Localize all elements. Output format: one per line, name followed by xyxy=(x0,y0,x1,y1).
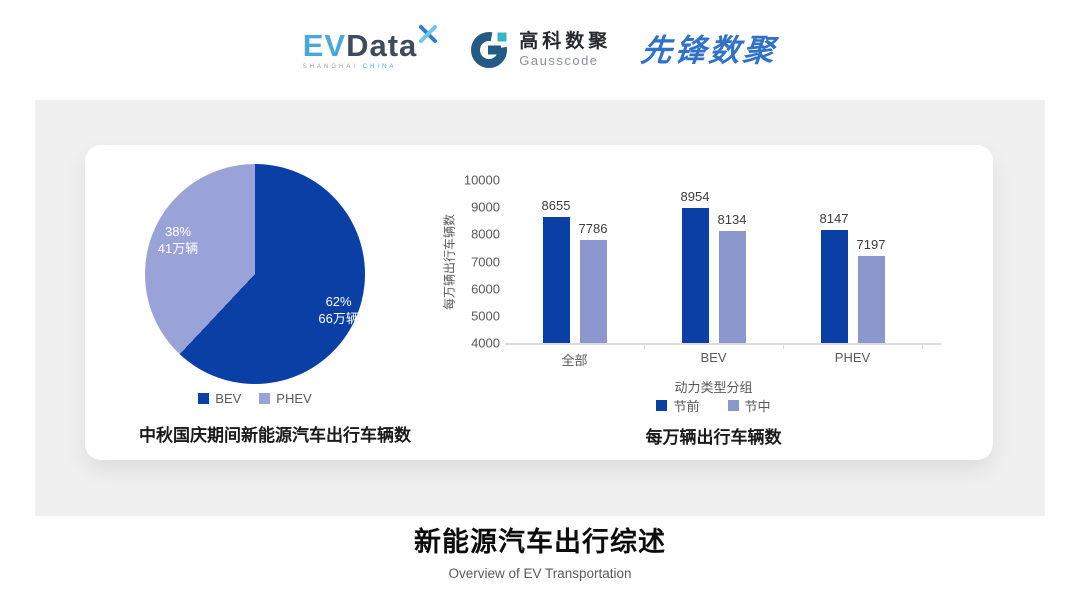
bar-plot-area: 8655 7786 8954 8134 8147 7197 xyxy=(505,180,941,349)
charts-card: 62% 66万辆 38% 41万辆 BEV PHEV 中秋国庆期间新能源汽车出行车辆数 … xyxy=(85,145,993,460)
y-tick-label: 4000 xyxy=(471,335,500,351)
pie-slice-value: 66万辆 xyxy=(318,311,359,327)
logo-bar: EV Data SHANGHAI CHINA 高科数聚 Gausscode xyxy=(0,0,1080,100)
pie-slice-label-phev: 38% 41万辆 xyxy=(158,224,198,258)
x-category-label: BEV xyxy=(700,350,727,365)
gausscode-en-text: Gausscode xyxy=(519,53,599,69)
evdata-logo: EV Data SHANGHAI CHINA xyxy=(302,25,439,70)
legend-label: 节前 xyxy=(673,399,700,414)
bar-value-label: 8954 xyxy=(680,189,710,205)
y-tick-label: 9000 xyxy=(471,199,500,215)
bar-PHEV-节前: 8147 xyxy=(820,211,848,343)
pie-slice-value: 41万辆 xyxy=(157,241,199,256)
bar-value-label: 8147 xyxy=(819,211,849,227)
evdata-x-icon xyxy=(419,25,438,43)
x-axis-tick xyxy=(922,345,923,349)
bar-group-BEV: 8954 8134 xyxy=(644,180,783,343)
pie-chart-title: 中秋国庆期间新能源汽车出行车辆数 xyxy=(139,426,411,445)
legend-swatch xyxy=(656,400,668,411)
pie-chart: 62% 66万辆 38% 41万辆 BEV PHEV 中秋国庆期间新能源汽车出行车辆数 xyxy=(85,145,465,460)
y-tick-label: 7000 xyxy=(471,254,500,269)
bar-legend: 节前 节中 xyxy=(505,396,922,415)
pioneer-logo: 先锋数聚 xyxy=(639,32,780,68)
legend-item: PHEV xyxy=(259,391,312,406)
bar-全部-节中: 7786 xyxy=(579,221,607,343)
evdata-subtext: SHANGHAI CHINA xyxy=(303,64,439,70)
bar-groups: 8655 7786 8954 8134 8147 7197 xyxy=(505,180,922,343)
bar-BEV-节中: 8134 xyxy=(718,212,746,343)
bar-PHEV-节中: 7197 xyxy=(857,237,885,343)
gausscode-text: 高科数聚 Gausscode xyxy=(519,31,611,68)
evdata-wordmark: EV Data xyxy=(302,25,439,63)
pie-slice-percent: 38% xyxy=(164,224,192,240)
bar-chart-title: 每万辆出行车辆数 xyxy=(645,428,782,447)
pie-legend: BEV PHEV xyxy=(85,391,425,406)
evdata-ev-text: EV xyxy=(302,28,347,63)
y-tick-label: 10000 xyxy=(463,172,500,188)
x-categories: 全部 BEV PHEV xyxy=(505,350,922,369)
legend-item: 节中 xyxy=(727,396,771,415)
x-category-label: 全部 xyxy=(561,353,588,368)
pie-slice-label-bev: 62% 66万辆 xyxy=(318,295,358,329)
evdata-data-text: Data xyxy=(346,28,418,63)
bar-chart: 每万辆出行车辆数 10000 9000 8000 7000 6000 5000 4000 8… xyxy=(425,165,970,460)
legend-swatch xyxy=(198,393,210,404)
footer: 新能源汽车出行综述 Overview of EV Transportation xyxy=(0,524,1080,581)
evdata-shanghai-text: SHANGHAI xyxy=(302,64,359,70)
legend-label: PHEV xyxy=(276,391,312,406)
legend-swatch xyxy=(727,400,739,411)
legend-item: BEV xyxy=(198,391,241,406)
page-title: 新能源汽车出行综述 xyxy=(414,527,666,557)
gausscode-logo: 高科数聚 Gausscode xyxy=(468,29,611,71)
x-category-label: PHEV xyxy=(834,350,871,365)
pie-circle: 62% 66万辆 38% 41万辆 xyxy=(145,164,365,384)
legend-label: BEV xyxy=(215,391,242,406)
bar-value-label: 8655 xyxy=(541,197,571,213)
y-tick-label: 8000 xyxy=(471,226,500,242)
legend-item: 节前 xyxy=(656,396,700,415)
content-band: 62% 66万辆 38% 41万辆 BEV PHEV 中秋国庆期间新能源汽车出行车辆数 … xyxy=(35,100,1045,516)
y-ticks: 10000 9000 8000 7000 6000 5000 4000 xyxy=(425,173,500,351)
x-axis-tick xyxy=(783,345,784,349)
bar-BEV-节前: 8954 xyxy=(681,189,709,343)
legend-swatch xyxy=(259,393,271,404)
x-axis-tick xyxy=(644,345,645,349)
legend-label: 节中 xyxy=(744,399,771,414)
bar-value-label: 8134 xyxy=(717,211,747,227)
bar-value-label: 7197 xyxy=(856,237,886,253)
y-tick-label: 5000 xyxy=(471,308,500,324)
x-axis-title: 动力类型分组 xyxy=(674,380,753,395)
pie-slice-percent: 62% xyxy=(325,294,352,310)
bar-group-PHEV: 8147 7197 xyxy=(783,180,922,343)
gausscode-g-icon xyxy=(471,32,508,68)
evdata-china-text: CHINA xyxy=(362,64,397,70)
page-subtitle: Overview of EV Transportation xyxy=(448,565,632,581)
y-tick-label: 6000 xyxy=(471,281,500,297)
bar-group-全部: 8655 7786 xyxy=(505,180,644,343)
bar-value-label: 7786 xyxy=(578,221,608,237)
gausscode-cn-text: 高科数聚 xyxy=(519,31,612,53)
bar-全部-节前: 8655 xyxy=(542,198,570,343)
